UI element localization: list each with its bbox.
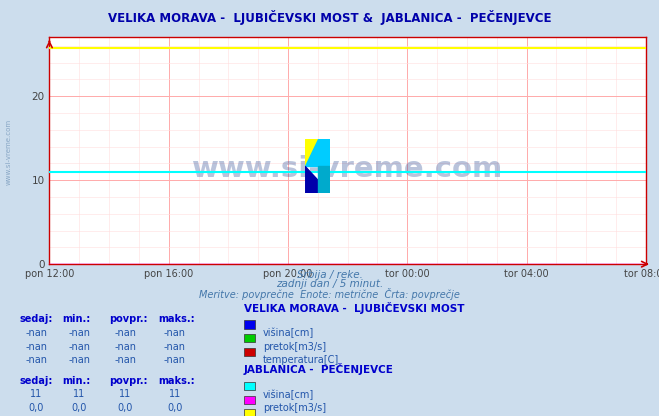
Text: 0,0: 0,0 [28, 403, 44, 413]
Polygon shape [305, 139, 318, 166]
Text: zadnji dan / 5 minut.: zadnji dan / 5 minut. [276, 279, 383, 289]
Text: temperatura[C]: temperatura[C] [263, 355, 339, 365]
Text: -nan: -nan [25, 355, 47, 365]
Text: sedaj:: sedaj: [20, 314, 53, 324]
Text: -nan: -nan [163, 342, 186, 352]
Text: višina[cm]: višina[cm] [263, 389, 314, 400]
Text: -nan: -nan [114, 328, 136, 338]
Text: 0,0: 0,0 [117, 403, 133, 413]
Text: Meritve: povprečne  Enote: metrične  Črta: povprečje: Meritve: povprečne Enote: metrične Črta:… [199, 288, 460, 300]
Text: VELIKA MORAVA -  LJUBIČEVSKI MOST: VELIKA MORAVA - LJUBIČEVSKI MOST [244, 302, 465, 314]
Text: -nan: -nan [163, 328, 186, 338]
Polygon shape [305, 166, 330, 193]
Text: 0,0: 0,0 [167, 403, 183, 413]
Polygon shape [318, 166, 330, 193]
Text: -nan: -nan [68, 328, 90, 338]
Polygon shape [305, 139, 330, 166]
Text: 11: 11 [119, 389, 131, 399]
Text: min.:: min.: [63, 376, 91, 386]
Text: www.si-vreme.com: www.si-vreme.com [5, 119, 12, 185]
Text: -nan: -nan [25, 328, 47, 338]
Text: maks.:: maks.: [158, 314, 195, 324]
Text: JABLANICA -  PEČENJEVCE: JABLANICA - PEČENJEVCE [244, 363, 393, 375]
Text: 11: 11 [169, 389, 181, 399]
Text: višina[cm]: višina[cm] [263, 328, 314, 338]
Text: -nan: -nan [68, 355, 90, 365]
Text: maks.:: maks.: [158, 376, 195, 386]
Text: -nan: -nan [114, 342, 136, 352]
Text: Srbija / reke.: Srbija / reke. [297, 270, 362, 280]
Text: -nan: -nan [163, 355, 186, 365]
Text: povpr.:: povpr.: [109, 314, 147, 324]
Text: sedaj:: sedaj: [20, 376, 53, 386]
Text: min.:: min.: [63, 314, 91, 324]
Text: povpr.:: povpr.: [109, 376, 147, 386]
Text: pretok[m3/s]: pretok[m3/s] [263, 342, 326, 352]
Text: 11: 11 [30, 389, 42, 399]
Text: 0,0: 0,0 [71, 403, 87, 413]
Text: www.si-vreme.com: www.si-vreme.com [192, 155, 503, 183]
Text: -nan: -nan [114, 355, 136, 365]
Text: 11: 11 [73, 389, 85, 399]
Text: -nan: -nan [68, 342, 90, 352]
Text: VELIKA MORAVA -  LJUBIČEVSKI MOST &  JABLANICA -  PEČENJEVCE: VELIKA MORAVA - LJUBIČEVSKI MOST & JABLA… [108, 10, 551, 25]
Text: pretok[m3/s]: pretok[m3/s] [263, 403, 326, 413]
Text: -nan: -nan [25, 342, 47, 352]
